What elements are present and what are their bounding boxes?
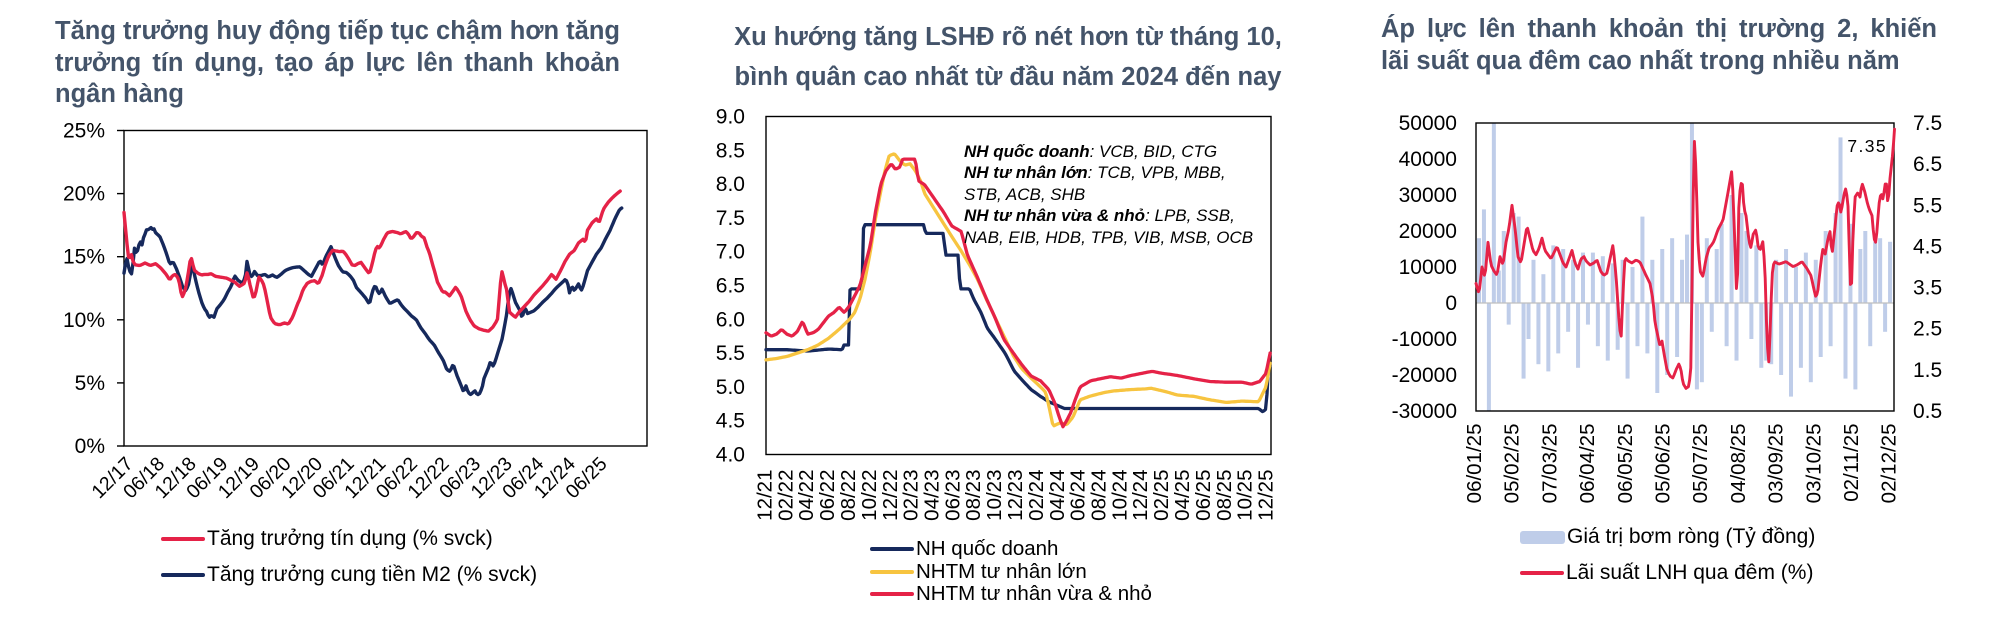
svg-text:12/23: 12/23 — [1004, 470, 1027, 521]
svg-text:04/25: 04/25 — [1171, 470, 1194, 521]
svg-text:12/24: 12/24 — [1129, 470, 1152, 521]
svg-text:04/24: 04/24 — [1046, 470, 1069, 521]
svg-text:7.0: 7.0 — [716, 241, 745, 264]
svg-text:20%: 20% — [63, 183, 105, 206]
svg-text:02/12/25: 02/12/25 — [1878, 424, 1901, 504]
svg-text:04/22: 04/22 — [795, 470, 818, 521]
svg-text:06/04/25: 06/04/25 — [1576, 424, 1599, 504]
svg-text:6.5: 6.5 — [716, 275, 745, 298]
svg-text:5.5: 5.5 — [1913, 194, 1942, 217]
svg-text:-20000: -20000 — [1392, 364, 1457, 387]
svg-text:03/09/25: 03/09/25 — [1765, 424, 1788, 504]
svg-text:05/02/25: 05/02/25 — [1501, 424, 1524, 504]
svg-text:06/01/25: 06/01/25 — [1463, 424, 1486, 504]
svg-text:05/07/25: 05/07/25 — [1689, 424, 1712, 504]
svg-text:1.5: 1.5 — [1913, 359, 1942, 382]
svg-text:06/24: 06/24 — [1067, 470, 1090, 521]
svg-text:4.5: 4.5 — [716, 410, 745, 433]
svg-text:8.0: 8.0 — [716, 173, 745, 196]
svg-text:20000: 20000 — [1399, 220, 1457, 243]
svg-text:08/22: 08/22 — [837, 470, 860, 521]
svg-text:5%: 5% — [75, 372, 105, 395]
svg-text:04/08/25: 04/08/25 — [1727, 424, 1750, 504]
svg-text:8.5: 8.5 — [716, 139, 745, 162]
svg-text:10/23: 10/23 — [983, 470, 1006, 521]
svg-text:25%: 25% — [63, 120, 105, 143]
svg-text:08/25: 08/25 — [1213, 470, 1236, 521]
svg-text:05/06/25: 05/06/25 — [1652, 424, 1675, 504]
svg-text:12/21: 12/21 — [754, 470, 777, 521]
svg-text:04/23: 04/23 — [921, 470, 944, 521]
svg-text:7.5: 7.5 — [716, 207, 745, 230]
svg-text:5.5: 5.5 — [716, 342, 745, 365]
svg-text:12/22: 12/22 — [879, 470, 902, 521]
svg-text:15%: 15% — [63, 246, 105, 269]
svg-text:08/23: 08/23 — [962, 470, 985, 521]
svg-text:6.5: 6.5 — [1913, 153, 1942, 176]
svg-text:03/10/25: 03/10/25 — [1802, 424, 1825, 504]
svg-text:50000: 50000 — [1399, 112, 1457, 135]
svg-text:07/03/25: 07/03/25 — [1538, 424, 1561, 504]
svg-text:5.0: 5.0 — [716, 376, 745, 399]
svg-text:10%: 10% — [63, 309, 105, 332]
svg-text:02/11/25: 02/11/25 — [1840, 424, 1863, 502]
svg-text:2.5: 2.5 — [1913, 318, 1942, 341]
svg-text:12/25: 12/25 — [1255, 470, 1278, 521]
svg-text:10000: 10000 — [1399, 256, 1457, 279]
svg-text:10/22: 10/22 — [858, 470, 881, 521]
svg-text:3.5: 3.5 — [1913, 277, 1942, 300]
svg-text:4.0: 4.0 — [716, 444, 745, 467]
svg-text:0.5: 0.5 — [1913, 400, 1942, 423]
svg-text:-10000: -10000 — [1392, 328, 1457, 351]
svg-text:0%: 0% — [75, 435, 105, 458]
svg-text:02/23: 02/23 — [900, 470, 923, 521]
svg-text:06/22: 06/22 — [816, 470, 839, 521]
svg-text:10/24: 10/24 — [1108, 470, 1131, 521]
svg-text:08/24: 08/24 — [1088, 470, 1111, 521]
svg-text:02/22: 02/22 — [774, 470, 797, 521]
svg-text:7.35: 7.35 — [1847, 136, 1887, 156]
svg-text:40000: 40000 — [1399, 148, 1457, 171]
svg-text:06/23: 06/23 — [941, 470, 964, 521]
svg-text:-30000: -30000 — [1392, 400, 1457, 423]
svg-text:02/24: 02/24 — [1025, 470, 1048, 521]
svg-text:06/25: 06/25 — [1192, 470, 1215, 521]
svg-text:06/05/25: 06/05/25 — [1614, 424, 1637, 504]
svg-text:6.0: 6.0 — [716, 308, 745, 331]
svg-text:02/25: 02/25 — [1150, 470, 1173, 521]
svg-text:10/25: 10/25 — [1234, 470, 1257, 521]
svg-text:7.5: 7.5 — [1913, 112, 1942, 135]
svg-text:0: 0 — [1445, 292, 1457, 315]
svg-text:4.5: 4.5 — [1913, 235, 1942, 258]
svg-text:30000: 30000 — [1399, 184, 1457, 207]
svg-text:9.0: 9.0 — [716, 106, 745, 129]
